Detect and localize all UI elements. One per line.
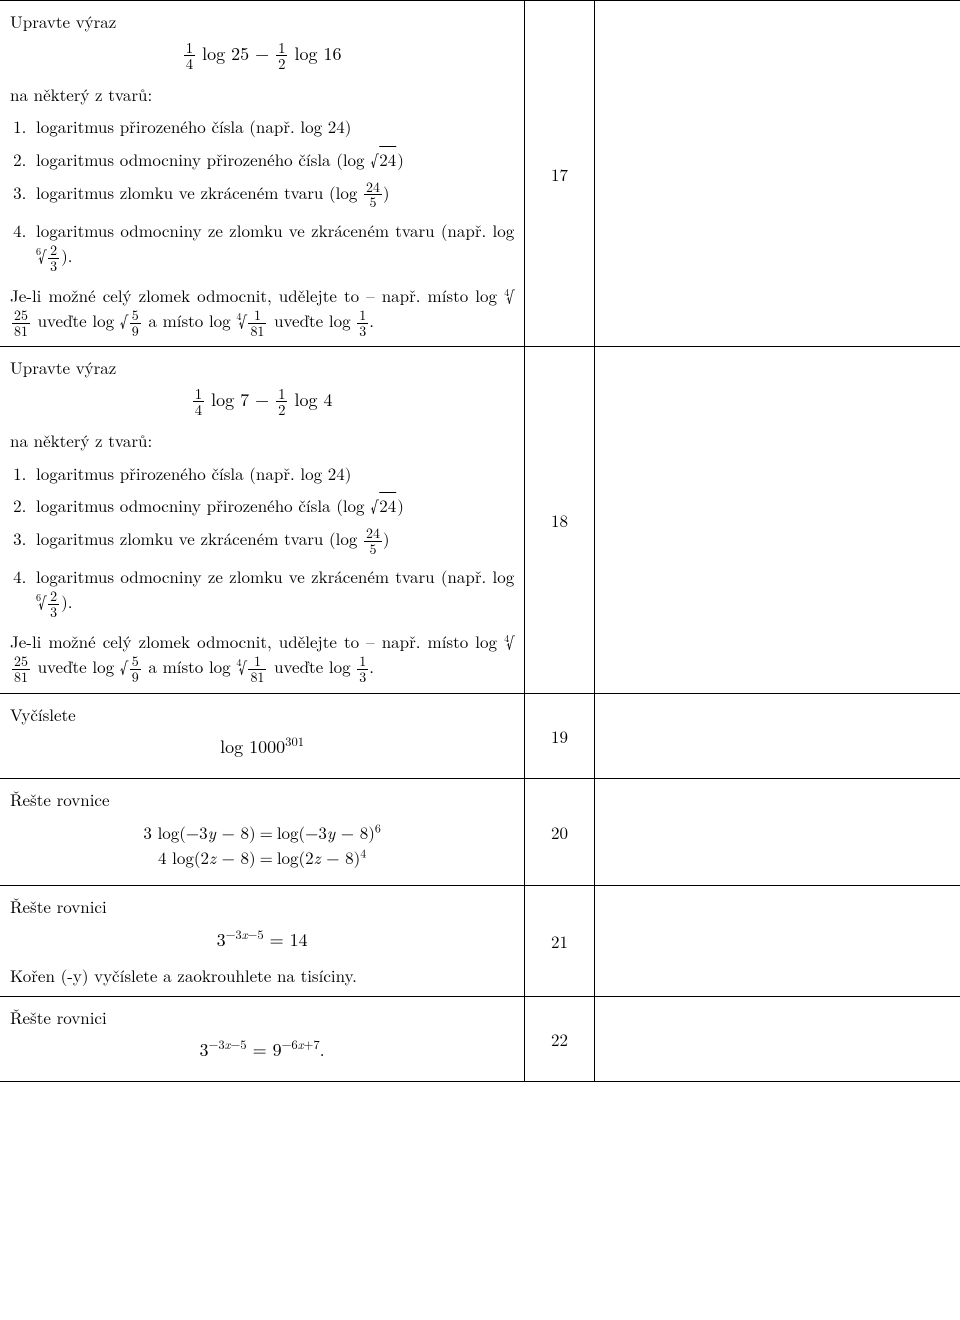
table-row: Upravte výraz 14 log 25 − 12 log 16 na n… bbox=[0, 1, 960, 347]
eqn-lhs: 3 log(−3y − 8) bbox=[143, 820, 255, 845]
math-expression: 3−3x−5 = 9−6x+7. bbox=[10, 1035, 514, 1063]
problem-number: 20 bbox=[525, 779, 595, 886]
answer-cell bbox=[594, 779, 960, 886]
problem-number: 18 bbox=[525, 347, 595, 693]
lead-text: na některý z tvarů: bbox=[10, 82, 514, 107]
table-row: Řešte rovnici 3−3x−5 = 14 Kořen (-y) vyč… bbox=[0, 886, 960, 996]
eqn-eq: = bbox=[256, 845, 277, 870]
intro-text: Řešte rovnici bbox=[10, 1005, 514, 1030]
question-cell: Upravte výraz 14 log 7 − 12 log 4 na něk… bbox=[0, 347, 525, 693]
list-item: logaritmus zlomku ve zkráceném tvaru (lo… bbox=[32, 526, 514, 556]
answer-cell bbox=[594, 347, 960, 693]
document-page: Upravte výraz 14 log 25 − 12 log 16 na n… bbox=[0, 0, 960, 1082]
equation-system: 3 log(−3y − 8) = log(−3y − 8)6 4 log(2z … bbox=[143, 820, 380, 869]
intro-text: Upravte výraz bbox=[10, 9, 514, 34]
list-item: logaritmus přirozeného čísla (např. log … bbox=[32, 114, 514, 139]
problem-number: 17 bbox=[525, 1, 595, 347]
table-row: Řešte rovnici 3−3x−5 = 9−6x+7. 22 bbox=[0, 996, 960, 1082]
eqn-rhs: log(−3y − 8)6 bbox=[277, 820, 381, 845]
intro-text: Řešte rovnice bbox=[10, 787, 514, 812]
eqn-eq: = bbox=[256, 820, 277, 845]
math-expression: log 1000301 bbox=[10, 732, 514, 760]
question-cell: Řešte rovnici 3−3x−5 = 9−6x+7. bbox=[0, 996, 525, 1082]
problem-number: 19 bbox=[525, 693, 595, 779]
intro-text: Vyčíslete bbox=[10, 702, 514, 727]
tail-note: Je-li možné celý zlomek odmocnit, udělej… bbox=[10, 629, 514, 684]
question-cell: Vyčíslete log 1000301 bbox=[0, 693, 525, 779]
list-item: logaritmus odmocniny ze zlomku ve zkráce… bbox=[32, 564, 514, 619]
table-row: Řešte rovnice 3 log(−3y − 8) = log(−3y −… bbox=[0, 779, 960, 886]
table-row: Vyčíslete log 1000301 19 bbox=[0, 693, 960, 779]
list-item: logaritmus přirozeného čísla (např. log … bbox=[32, 461, 514, 486]
question-cell: Upravte výraz 14 log 25 − 12 log 16 na n… bbox=[0, 1, 525, 347]
answer-cell bbox=[594, 693, 960, 779]
question-cell: Řešte rovnici 3−3x−5 = 14 Kořen (-y) vyč… bbox=[0, 886, 525, 996]
list-item: logaritmus odmocniny přirozeného čísla (… bbox=[32, 147, 514, 172]
answer-cell bbox=[594, 996, 960, 1082]
options-list: logaritmus přirozeného čísla (např. log … bbox=[32, 461, 514, 620]
question-cell: Řešte rovnice 3 log(−3y − 8) = log(−3y −… bbox=[0, 779, 525, 886]
table-row: Upravte výraz 14 log 7 − 12 log 4 na něk… bbox=[0, 347, 960, 693]
list-item: logaritmus odmocniny přirozeného čísla (… bbox=[32, 493, 514, 518]
tail-note: Je-li možné celý zlomek odmocnit, udělej… bbox=[10, 283, 514, 338]
answer-cell bbox=[594, 886, 960, 996]
tail-note: Kořen (-y) vyčíslete a zaokrouhlete na t… bbox=[10, 963, 514, 988]
intro-text: Řešte rovnici bbox=[10, 894, 514, 919]
options-list: logaritmus přirozeného čísla (např. log … bbox=[32, 114, 514, 273]
math-expression: 3−3x−5 = 14 bbox=[10, 925, 514, 953]
list-item: logaritmus zlomku ve zkráceném tvaru (lo… bbox=[32, 180, 514, 210]
problem-number: 22 bbox=[525, 996, 595, 1082]
math-expression: 14 log 7 − 12 log 4 bbox=[10, 386, 514, 418]
math-expression: 14 log 25 − 12 log 16 bbox=[10, 40, 514, 72]
list-item: logaritmus odmocniny ze zlomku ve zkráce… bbox=[32, 218, 514, 273]
eqn-rhs: log(2z − 8)4 bbox=[277, 845, 381, 870]
lead-text: na některý z tvarů: bbox=[10, 428, 514, 453]
eqn-lhs: 4 log(2z − 8) bbox=[143, 845, 255, 870]
answer-cell bbox=[594, 1, 960, 347]
problem-number: 21 bbox=[525, 886, 595, 996]
intro-text: Upravte výraz bbox=[10, 355, 514, 380]
problems-table: Upravte výraz 14 log 25 − 12 log 16 na n… bbox=[0, 0, 960, 1082]
